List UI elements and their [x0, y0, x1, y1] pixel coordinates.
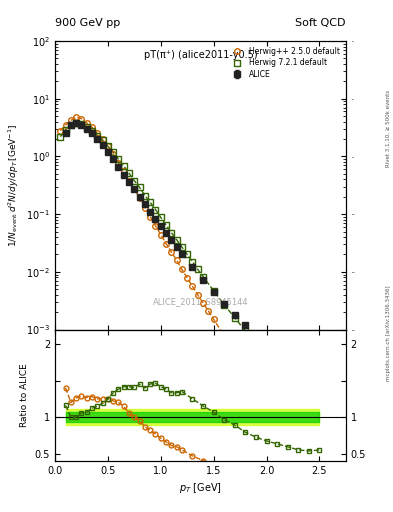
Herwig 7.2.1 default — [180, 244, 184, 250]
Herwig++ 2.5.0 default — [153, 223, 158, 229]
Herwig 7.2.1 default — [211, 288, 216, 294]
Herwig++ 2.5.0 default — [132, 186, 137, 193]
Herwig 7.2.1 default — [307, 392, 311, 398]
Herwig 7.2.1 default — [169, 229, 174, 236]
Herwig++ 2.5.0 default — [84, 120, 89, 126]
Herwig++ 2.5.0 default — [169, 249, 174, 255]
Herwig 7.2.1 default — [275, 362, 279, 369]
X-axis label: $p_T$ [GeV]: $p_T$ [GeV] — [179, 481, 222, 495]
Herwig++ 2.5.0 default — [58, 127, 62, 134]
Legend: Herwig++ 2.5.0 default, Herwig 7.2.1 default, ALICE: Herwig++ 2.5.0 default, Herwig 7.2.1 def… — [227, 45, 342, 81]
Herwig 7.2.1 default — [201, 273, 206, 280]
Herwig++ 2.5.0 default — [253, 378, 258, 384]
Herwig 7.2.1 default — [232, 315, 237, 321]
Herwig 7.2.1 default — [111, 149, 116, 155]
Text: 900 GeV pp: 900 GeV pp — [55, 18, 120, 28]
Herwig++ 2.5.0 default — [264, 392, 269, 398]
Herwig 7.2.1 default — [68, 122, 73, 128]
Herwig 7.2.1 default — [296, 382, 301, 388]
Herwig++ 2.5.0 default — [116, 160, 121, 166]
Herwig 7.2.1 default — [195, 266, 200, 272]
Herwig++ 2.5.0 default — [63, 122, 68, 128]
Herwig++ 2.5.0 default — [206, 308, 211, 314]
Herwig 7.2.1 default — [100, 137, 105, 143]
Herwig 7.2.1 default — [106, 143, 110, 150]
Herwig++ 2.5.0 default — [74, 114, 79, 120]
Herwig++ 2.5.0 default — [195, 292, 200, 298]
Herwig 7.2.1 default — [58, 134, 62, 140]
Herwig 7.2.1 default — [153, 206, 158, 212]
Herwig 7.2.1 default — [222, 302, 227, 308]
Herwig 7.2.1 default — [190, 259, 195, 265]
Herwig 7.2.1 default — [132, 178, 137, 184]
Herwig++ 2.5.0 default — [106, 143, 110, 150]
Y-axis label: $1/N_\mathrm{event}\,d^2N/dy/dp_T\,[\mathrm{GeV}^{-1}]$: $1/N_\mathrm{event}\,d^2N/dy/dp_T\,[\mat… — [6, 124, 20, 247]
Text: Rivet 3.1.10, ≥ 500k events: Rivet 3.1.10, ≥ 500k events — [386, 90, 391, 166]
Herwig++ 2.5.0 default — [232, 348, 237, 354]
Line: Herwig 7.2.1 default: Herwig 7.2.1 default — [57, 120, 322, 407]
Line: Herwig++ 2.5.0 default: Herwig++ 2.5.0 default — [57, 114, 333, 461]
Herwig++ 2.5.0 default — [185, 275, 189, 281]
Herwig 7.2.1 default — [164, 222, 169, 228]
Herwig 7.2.1 default — [84, 124, 89, 131]
Text: pT(π⁺) (alice2011-y0.5): pT(π⁺) (alice2011-y0.5) — [143, 50, 257, 59]
Herwig++ 2.5.0 default — [143, 204, 147, 210]
Herwig++ 2.5.0 default — [95, 131, 100, 137]
Herwig++ 2.5.0 default — [137, 195, 142, 201]
Herwig++ 2.5.0 default — [127, 178, 131, 184]
Herwig 7.2.1 default — [90, 127, 94, 134]
Y-axis label: Ratio to ALICE: Ratio to ALICE — [20, 364, 29, 427]
Herwig 7.2.1 default — [317, 401, 322, 407]
Herwig++ 2.5.0 default — [100, 136, 105, 142]
Herwig++ 2.5.0 default — [164, 241, 169, 247]
Herwig 7.2.1 default — [127, 170, 131, 176]
Herwig 7.2.1 default — [79, 120, 84, 126]
Text: mcplots.cern.ch [arXiv:1306.3436]: mcplots.cern.ch [arXiv:1306.3436] — [386, 285, 391, 380]
Herwig++ 2.5.0 default — [211, 316, 216, 323]
Herwig 7.2.1 default — [174, 237, 179, 243]
Herwig++ 2.5.0 default — [121, 168, 126, 175]
Text: Soft QCD: Soft QCD — [296, 18, 346, 28]
Herwig 7.2.1 default — [143, 193, 147, 199]
Herwig 7.2.1 default — [121, 163, 126, 169]
Text: ALICE_2011_S8945144: ALICE_2011_S8945144 — [152, 297, 248, 307]
Herwig++ 2.5.0 default — [243, 364, 248, 370]
Herwig 7.2.1 default — [63, 126, 68, 133]
Herwig++ 2.5.0 default — [79, 116, 84, 122]
Herwig++ 2.5.0 default — [148, 214, 152, 220]
Herwig++ 2.5.0 default — [111, 151, 116, 157]
Herwig 7.2.1 default — [95, 133, 100, 139]
Herwig 7.2.1 default — [148, 199, 152, 205]
Herwig 7.2.1 default — [264, 351, 269, 357]
Herwig++ 2.5.0 default — [190, 283, 195, 289]
Herwig 7.2.1 default — [285, 372, 290, 378]
Herwig 7.2.1 default — [74, 120, 79, 126]
Herwig++ 2.5.0 default — [307, 437, 311, 443]
Herwig 7.2.1 default — [253, 340, 258, 346]
Herwig++ 2.5.0 default — [296, 429, 301, 435]
Herwig 7.2.1 default — [185, 251, 189, 258]
Herwig++ 2.5.0 default — [174, 257, 179, 263]
Herwig++ 2.5.0 default — [158, 231, 163, 238]
Herwig++ 2.5.0 default — [275, 405, 279, 411]
Herwig++ 2.5.0 default — [180, 266, 184, 272]
Herwig++ 2.5.0 default — [201, 300, 206, 306]
Herwig 7.2.1 default — [243, 328, 248, 334]
Herwig++ 2.5.0 default — [328, 455, 332, 461]
Herwig++ 2.5.0 default — [222, 332, 227, 338]
Herwig 7.2.1 default — [116, 156, 121, 162]
Herwig++ 2.5.0 default — [68, 117, 73, 123]
Herwig++ 2.5.0 default — [90, 124, 94, 131]
Herwig 7.2.1 default — [137, 184, 142, 190]
Herwig++ 2.5.0 default — [285, 417, 290, 423]
Herwig++ 2.5.0 default — [317, 446, 322, 452]
Herwig 7.2.1 default — [158, 215, 163, 221]
